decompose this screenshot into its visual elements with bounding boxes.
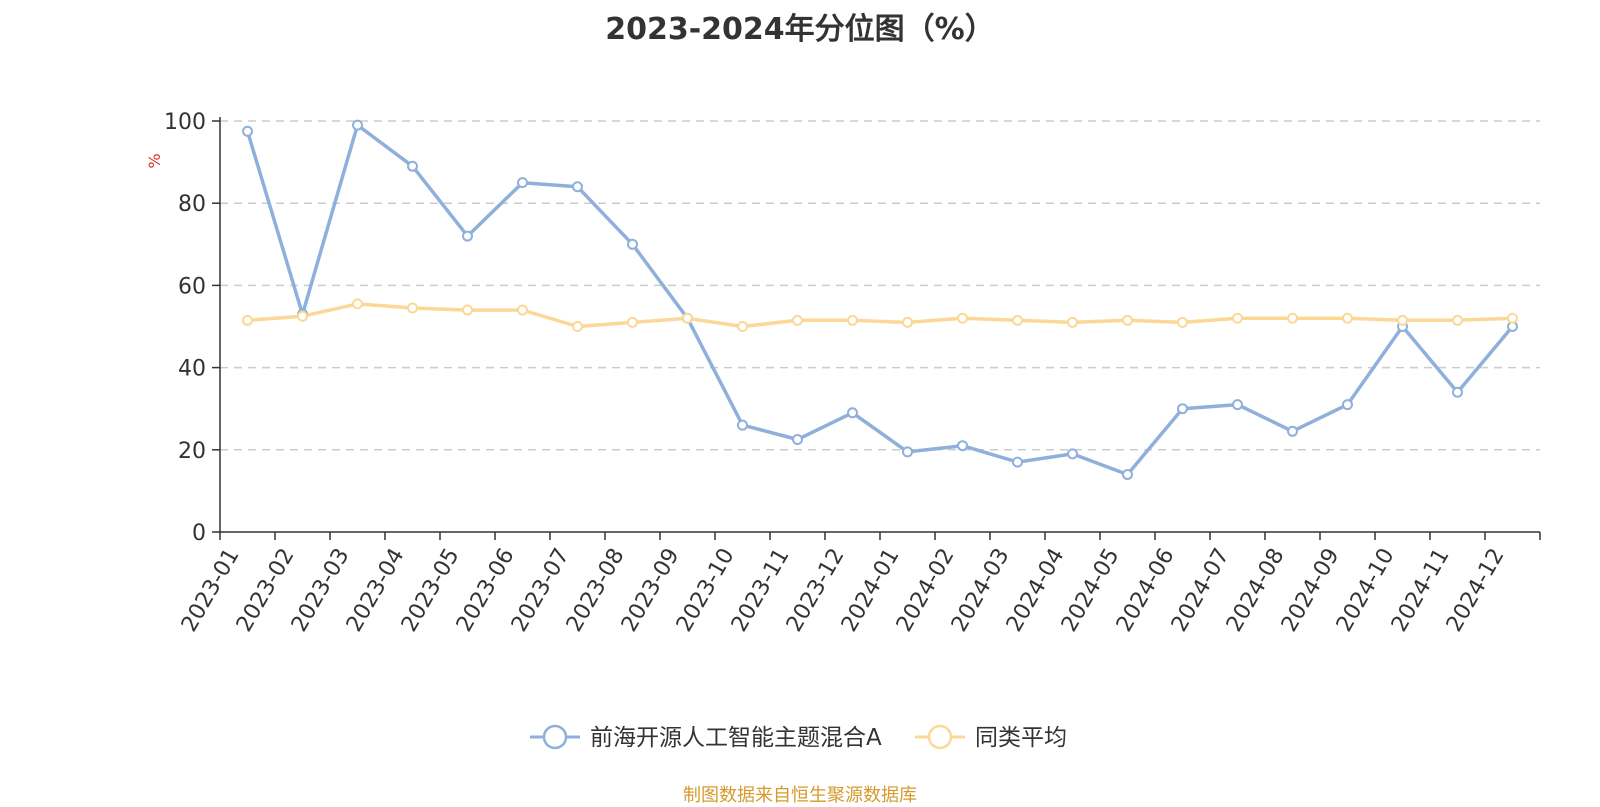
grid-lines bbox=[220, 120, 1540, 451]
data-point-s0-2023-01 bbox=[242, 125, 253, 137]
data-point-s1-2023-12 bbox=[847, 314, 858, 326]
y-axis-label: % bbox=[145, 153, 164, 168]
data-point-s0-2023-10 bbox=[737, 419, 748, 431]
data-point-s1-2024-12 bbox=[1507, 312, 1518, 324]
data-point-s1-2024-02 bbox=[957, 312, 968, 324]
line-chart: 0 20 40 60 80 100 2023-012023-022023-032023-0… bbox=[145, 110, 1541, 751]
data-point-s1-2024-03 bbox=[1012, 314, 1023, 326]
chart-title: 2023-2024年分位图（%） bbox=[605, 12, 995, 47]
data-point-s1-2024-04 bbox=[1067, 316, 1078, 328]
data-point-s0-2023-05 bbox=[462, 230, 473, 242]
data-point-s1-2023-06 bbox=[517, 304, 528, 316]
data-point-s0-2023-08 bbox=[627, 238, 638, 250]
data-point-s0-2023-04 bbox=[407, 160, 418, 172]
series-layer bbox=[242, 119, 1518, 480]
data-point-s1-2024-11 bbox=[1452, 314, 1463, 326]
series-line-1 bbox=[247, 302, 1513, 329]
data-point-s0-2024-08 bbox=[1287, 425, 1298, 437]
legend-label-0: 前海开源人工智能主题混合A bbox=[590, 725, 882, 751]
data-point-s1-2023-11 bbox=[792, 314, 803, 326]
y-tick-label-20: 20 bbox=[178, 439, 206, 464]
y-tick-label-40: 40 bbox=[178, 357, 206, 382]
data-point-s1-2024-10 bbox=[1397, 314, 1408, 326]
data-point-s1-2024-07 bbox=[1232, 312, 1243, 324]
data-point-s0-2024-06 bbox=[1177, 403, 1188, 415]
data-point-s1-2023-10 bbox=[737, 321, 748, 332]
series-line-0 bbox=[245, 123, 1514, 477]
data-point-s1-2023-01 bbox=[242, 314, 253, 326]
legend-marker-1 bbox=[927, 724, 953, 750]
data-point-s0-2024-05 bbox=[1122, 468, 1133, 480]
legend: 前海开源人工智能主题混合A 同类平均 bbox=[530, 724, 1067, 751]
data-point-s1-2023-08 bbox=[627, 316, 638, 328]
axes bbox=[212, 117, 1541, 540]
data-point-s1-2024-08 bbox=[1287, 312, 1298, 324]
data-point-s0-2024-07 bbox=[1232, 399, 1243, 411]
legend-label-1: 同类平均 bbox=[975, 725, 1067, 751]
data-point-s1-2023-02 bbox=[297, 310, 308, 322]
data-point-s0-2024-09 bbox=[1342, 399, 1353, 411]
data-point-s0-2023-06 bbox=[517, 177, 528, 189]
data-point-s0-2023-12 bbox=[847, 407, 858, 419]
data-point-s1-2024-09 bbox=[1342, 312, 1353, 324]
data-point-s1-2023-05 bbox=[462, 304, 473, 316]
x-tick-labels: 2023-012023-022023-032023-042023-052023-… bbox=[177, 544, 1510, 636]
data-point-s1-2024-05 bbox=[1122, 314, 1133, 326]
data-point-s0-2023-03 bbox=[352, 119, 363, 131]
y-tick-labels: 0 20 40 60 80 100 bbox=[164, 110, 206, 546]
data-point-s1-2023-04 bbox=[407, 302, 418, 314]
data-point-s0-2024-02 bbox=[957, 440, 968, 452]
data-point-s1-2023-07 bbox=[572, 321, 583, 332]
data-point-s0-2024-04 bbox=[1067, 448, 1078, 460]
data-point-s0-2024-11 bbox=[1452, 386, 1463, 398]
y-tick-label-80: 80 bbox=[178, 192, 206, 217]
data-point-s0-2023-11 bbox=[792, 434, 803, 446]
data-point-s1-2023-03 bbox=[352, 298, 363, 310]
y-tick-label-100: 100 bbox=[164, 110, 206, 135]
y-tick-label-0: 0 bbox=[192, 521, 206, 546]
data-point-s1-2024-06 bbox=[1177, 316, 1188, 328]
data-point-s0-2024-03 bbox=[1012, 456, 1023, 468]
legend-marker-0 bbox=[542, 724, 568, 750]
data-point-s1-2024-01 bbox=[902, 316, 913, 328]
y-tick-label-60: 60 bbox=[178, 274, 206, 299]
data-point-s0-2024-01 bbox=[902, 446, 913, 458]
source-footer: 制图数据来自恒生聚源数据库 bbox=[683, 785, 917, 806]
data-point-s0-2023-07 bbox=[572, 181, 583, 193]
data-point-s1-2023-09 bbox=[682, 312, 693, 324]
